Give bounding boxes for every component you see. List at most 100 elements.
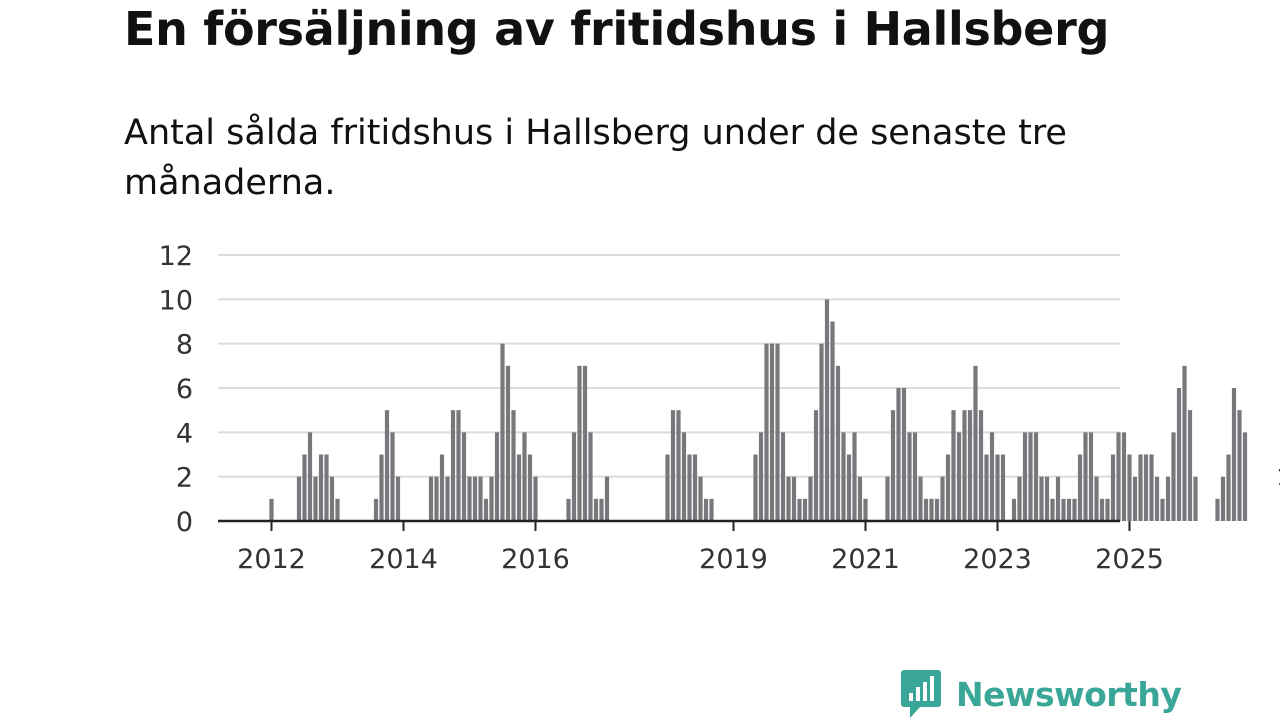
bar (483, 498, 489, 521)
bar (1022, 432, 1028, 521)
bar (951, 410, 956, 521)
bar (758, 432, 764, 521)
bar (1028, 432, 1033, 521)
bar (681, 432, 687, 521)
bar (511, 410, 516, 521)
bar (775, 343, 780, 521)
bar (1182, 365, 1187, 521)
bar (934, 498, 940, 521)
bar (439, 454, 445, 521)
bar (709, 498, 714, 521)
y-tick-label: 12 (159, 241, 193, 272)
bar (1171, 432, 1176, 521)
bar (676, 410, 681, 521)
y-tick-label: 0 (176, 507, 193, 538)
bar (461, 432, 467, 521)
bar (269, 498, 274, 521)
x-tick-label: 2014 (369, 544, 438, 575)
bar (885, 476, 890, 521)
y-tick-label: 4 (176, 418, 193, 449)
bar (1187, 410, 1193, 521)
bar (593, 498, 599, 521)
bar (786, 476, 791, 521)
bar (1011, 498, 1017, 521)
bar (324, 454, 329, 521)
bar (857, 476, 863, 521)
bar (472, 476, 478, 521)
bar (835, 365, 841, 521)
bar (973, 365, 978, 521)
bar (1176, 388, 1182, 521)
bar (1000, 454, 1006, 521)
bar (962, 410, 967, 521)
bar (1121, 432, 1127, 521)
bar (956, 432, 962, 521)
bar (522, 432, 527, 521)
bar (1105, 498, 1110, 521)
bar (1050, 498, 1055, 521)
bar (527, 454, 533, 521)
y-tick-label: 2 (176, 463, 193, 494)
bar (1143, 454, 1149, 521)
chart-subtitle: Antal sålda fritidshus i Hallsberg under… (124, 113, 1067, 203)
bar (566, 498, 571, 521)
bar (797, 498, 802, 521)
bar (978, 410, 984, 521)
bar (313, 476, 318, 521)
x-tick-label: 2016 (501, 544, 570, 575)
bar (1193, 476, 1198, 521)
bar (1044, 476, 1050, 521)
bar (802, 498, 808, 521)
bar (456, 410, 461, 521)
bar (896, 388, 901, 521)
newsworthy-logo-icon (901, 670, 941, 718)
bar (1055, 476, 1061, 521)
bar (379, 454, 384, 521)
bar (1226, 454, 1231, 521)
bar (318, 454, 324, 521)
bar (846, 454, 852, 521)
bar (929, 498, 934, 521)
bar (1127, 454, 1132, 521)
bar (1088, 432, 1094, 521)
bar (1072, 498, 1077, 521)
bar (428, 476, 434, 521)
bar (1215, 498, 1220, 521)
bar (577, 365, 582, 521)
bar (494, 432, 500, 521)
bar (582, 365, 588, 521)
bar (1160, 498, 1165, 521)
bar (533, 476, 538, 521)
bar (500, 343, 505, 521)
newsworthy-logo-text: Newsworthy (956, 674, 1182, 714)
bar (995, 454, 1000, 521)
bar (1237, 410, 1242, 521)
bar (489, 476, 494, 521)
bar (665, 454, 670, 521)
bar (830, 321, 835, 521)
bar (1132, 476, 1138, 521)
bar (907, 432, 912, 521)
bar (1039, 476, 1044, 521)
bar (753, 454, 758, 521)
bar (824, 299, 830, 521)
y-tick-label: 10 (159, 285, 193, 316)
bar (940, 476, 945, 521)
bar (912, 432, 918, 521)
bar (1017, 476, 1022, 521)
bar (450, 410, 456, 521)
bar (467, 476, 472, 521)
bar (819, 343, 824, 521)
bar (687, 454, 692, 521)
bar (516, 454, 522, 521)
bar (1149, 454, 1154, 521)
y-tick-label: 8 (176, 330, 193, 361)
bar (780, 432, 786, 521)
bar (890, 410, 896, 521)
bar (390, 432, 395, 521)
bar (1061, 498, 1066, 521)
x-tick-label: 2012 (237, 544, 306, 575)
bar (296, 476, 302, 521)
bar (604, 476, 610, 521)
bar (1165, 476, 1171, 521)
